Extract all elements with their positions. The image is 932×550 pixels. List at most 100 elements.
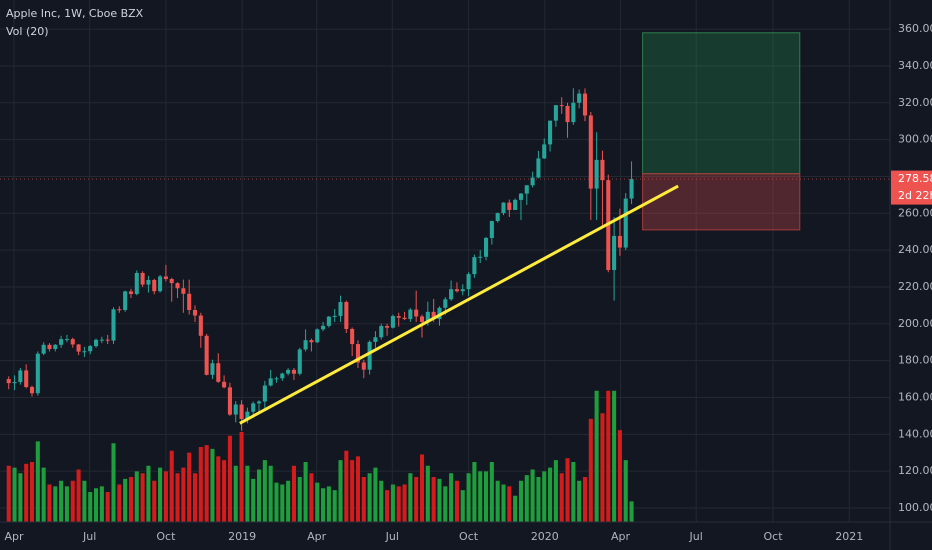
volume-bar bbox=[192, 473, 198, 522]
candle-body bbox=[117, 309, 122, 311]
candle-body bbox=[513, 199, 518, 210]
x-tick-label: 2019 bbox=[228, 530, 256, 543]
candle-body bbox=[286, 369, 291, 374]
volume-bar bbox=[245, 465, 250, 522]
candle-body bbox=[466, 274, 471, 290]
candle-body bbox=[198, 315, 203, 336]
x-tick-label: Jul bbox=[82, 530, 96, 543]
volume-bar bbox=[47, 484, 52, 522]
candle-body bbox=[152, 279, 157, 292]
volume-bar bbox=[309, 473, 314, 522]
candle-body bbox=[111, 309, 116, 341]
volume-bar bbox=[606, 390, 611, 522]
candle-body bbox=[350, 328, 355, 345]
volume-bar bbox=[303, 462, 308, 522]
candle-body bbox=[553, 105, 558, 121]
volume-bar bbox=[239, 432, 244, 522]
y-tick-label: 160.00 bbox=[898, 390, 932, 403]
volume-bar bbox=[518, 480, 523, 522]
candle-body bbox=[163, 276, 168, 280]
candle-body bbox=[227, 387, 232, 415]
volume-bar bbox=[251, 478, 256, 522]
x-tick-label: Oct bbox=[763, 530, 783, 543]
volume-bar bbox=[111, 443, 116, 522]
last-price-label: 278.58 bbox=[898, 172, 932, 185]
volume-bar bbox=[169, 450, 174, 522]
candle-body bbox=[251, 403, 256, 412]
x-tick-label: Apr bbox=[4, 530, 24, 543]
volume-bar bbox=[408, 473, 413, 522]
volume-bar bbox=[41, 467, 46, 522]
candle-body bbox=[437, 307, 442, 320]
candle-body bbox=[629, 179, 634, 199]
candle-body bbox=[559, 105, 564, 107]
volume-bar bbox=[577, 480, 582, 522]
candle-body bbox=[454, 289, 459, 292]
candle-body bbox=[24, 370, 29, 387]
volume-bar bbox=[88, 492, 93, 522]
volume-bar bbox=[175, 473, 180, 522]
volume-bar bbox=[629, 501, 634, 522]
candle-body bbox=[507, 202, 512, 210]
candle-body bbox=[379, 326, 384, 338]
volume-bar bbox=[414, 477, 419, 522]
volume-bar bbox=[623, 460, 628, 522]
grid bbox=[0, 0, 890, 522]
x-tick-label: Jul bbox=[385, 530, 399, 543]
candle-body bbox=[373, 337, 378, 342]
candle-body bbox=[41, 344, 46, 354]
y-tick-label: 340.00 bbox=[898, 59, 932, 72]
candle-body bbox=[175, 283, 180, 289]
candle-body bbox=[367, 341, 372, 370]
candle-body bbox=[192, 309, 198, 316]
candle-body bbox=[588, 115, 593, 189]
volume-bar bbox=[326, 486, 331, 522]
volume-bar bbox=[99, 486, 104, 522]
candle-body bbox=[530, 177, 535, 186]
candle-body bbox=[338, 302, 343, 316]
volume-bar bbox=[321, 488, 326, 522]
volume-bar bbox=[29, 462, 35, 522]
candle-body bbox=[128, 291, 134, 294]
volume-bar bbox=[82, 480, 87, 522]
candle-body bbox=[385, 326, 390, 328]
stop-zone bbox=[642, 173, 801, 231]
chart-title: Apple Inc, 1W, Cboe BZX bbox=[6, 7, 144, 20]
candle-body bbox=[268, 378, 273, 386]
candle-body bbox=[565, 105, 570, 123]
volume-bar bbox=[105, 492, 110, 522]
volume-bar bbox=[425, 465, 430, 522]
volume-bar bbox=[53, 486, 58, 522]
candle-body bbox=[617, 235, 622, 248]
candle-body bbox=[548, 120, 553, 145]
volume-bar bbox=[385, 490, 390, 522]
volume-bar bbox=[507, 486, 512, 522]
candle-body bbox=[280, 373, 285, 379]
candle-body bbox=[70, 339, 75, 345]
candle-body bbox=[524, 185, 529, 194]
volume-bar bbox=[571, 462, 576, 522]
volume-bar bbox=[402, 484, 407, 522]
volume-bar bbox=[181, 467, 186, 522]
candle-body bbox=[222, 381, 227, 388]
candle-body bbox=[495, 213, 500, 222]
candle-body bbox=[47, 344, 52, 350]
candle-body bbox=[303, 340, 308, 350]
candle-body bbox=[326, 316, 331, 326]
candle-body bbox=[594, 159, 599, 189]
volume-bar bbox=[216, 456, 221, 522]
candle-body bbox=[577, 93, 582, 103]
volume-bar bbox=[134, 471, 139, 522]
volume-bar bbox=[268, 465, 273, 522]
y-tick-label: 200.00 bbox=[898, 317, 932, 330]
volume-bar bbox=[210, 448, 215, 522]
volume-bar bbox=[594, 390, 599, 522]
volume-bar bbox=[204, 445, 209, 522]
candle-body bbox=[355, 344, 361, 363]
countdown-label: 2d 22h bbox=[898, 189, 932, 202]
last-price-box bbox=[891, 170, 932, 205]
volume-bar bbox=[158, 467, 163, 522]
volume-bar bbox=[367, 473, 372, 522]
volume-bar bbox=[315, 482, 320, 522]
volume-bar bbox=[35, 441, 40, 522]
